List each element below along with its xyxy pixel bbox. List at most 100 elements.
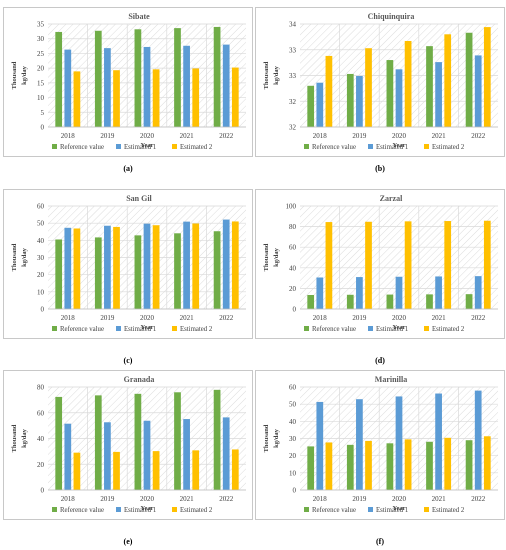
bar-reference-value-2022 <box>465 32 473 127</box>
legend-swatch-estimated-1 <box>116 326 121 331</box>
legend-label-estimated-1: Estimated 1 <box>124 326 156 333</box>
x-tick-label: 2022 <box>219 314 234 322</box>
y-tick-label: 35 <box>37 21 45 29</box>
bar-reference-value-2018 <box>307 446 315 490</box>
y-tick-label: 50 <box>37 220 45 228</box>
bar-estimated-2-2019 <box>113 451 120 490</box>
legend-swatch-estimated-2 <box>172 144 177 149</box>
bar-estimated-1-2022 <box>222 44 230 127</box>
chart-svg: Marinilla 0 10 20 30 40 50 60 Thousand kg/day 2018… <box>263 375 498 514</box>
legend-label-reference-value: Reference value <box>60 507 104 514</box>
x-tick-label: 2021 <box>432 495 447 503</box>
panel-label-f: (f) <box>376 537 384 546</box>
bar-estimated-1-2018 <box>316 401 324 490</box>
bar-estimated-2-2021 <box>444 34 452 127</box>
y-tick-label: 60 <box>289 384 297 392</box>
bar-estimated-1-2020 <box>395 276 403 309</box>
x-tick-label: 2018 <box>313 495 328 503</box>
bar-estimated-2-2022 <box>231 449 239 490</box>
x-tick-label: 2018 <box>61 132 76 140</box>
y-tick-label: 10 <box>37 94 45 102</box>
x-tick-label: 2019 <box>352 132 367 140</box>
bar-reference-value-2020 <box>134 29 142 127</box>
legend-swatch-estimated-1 <box>368 144 373 149</box>
unit-label: Thousand <box>263 61 270 89</box>
y-tick-label: 25 <box>37 50 45 58</box>
x-tick-label: 2019 <box>352 495 367 503</box>
y-tick-label: 10 <box>289 469 297 477</box>
legend-label-estimated-2: Estimated 2 <box>432 144 465 151</box>
y-axis-label: kg/day <box>21 65 28 85</box>
y-tick-label: 60 <box>37 203 45 211</box>
x-tick-label: 2021 <box>432 314 447 322</box>
bar-reference-value-2020 <box>134 235 142 309</box>
y-tick-label: 20 <box>289 452 297 460</box>
legend-swatch-estimated-2 <box>424 507 429 512</box>
bar-reference-value-2021 <box>426 294 433 309</box>
legend-label-reference-value: Reference value <box>312 507 356 514</box>
legend-label-estimated-2: Estimated 2 <box>432 326 465 333</box>
x-tick-label: 2020 <box>140 495 155 503</box>
x-tick-label: 2018 <box>61 314 76 322</box>
unit-label: Thousand <box>263 243 270 271</box>
bar-reference-value-2020 <box>134 393 142 490</box>
y-tick-label: 5 <box>41 109 45 117</box>
bar-estimated-1-2020 <box>143 223 151 309</box>
chart-title: Sibate <box>128 12 150 21</box>
y-tick-label: 32 <box>289 98 297 106</box>
bar-estimated-1-2022 <box>474 390 482 490</box>
y-tick-label: 100 <box>286 203 297 211</box>
bar-reference-value-2018 <box>55 396 63 490</box>
bar-reference-value-2021 <box>174 392 181 490</box>
y-tick-label: 0 <box>41 306 45 314</box>
legend-swatch-estimated-1 <box>116 144 121 149</box>
bar-estimated-2-2020 <box>152 225 160 309</box>
bar-reference-value-2019 <box>94 237 102 309</box>
legend-swatch-reference-value <box>52 326 57 331</box>
y-tick-label: 30 <box>289 435 297 443</box>
legend-swatch-estimated-1 <box>368 507 373 512</box>
y-tick-label: 60 <box>37 409 45 417</box>
bar-reference-value-2022 <box>213 231 221 309</box>
y-tick-label: 0 <box>293 306 297 314</box>
chart-panel-sibate: Sibate 0 5 10 15 20 25 30 35 Thousand kg/day 2018 20… <box>3 7 253 157</box>
bar-estimated-1-2019 <box>356 76 363 127</box>
chart-title: Chiquinquira <box>368 12 415 21</box>
bar-estimated-2-2020 <box>404 439 412 490</box>
bar-estimated-1-2020 <box>143 420 151 490</box>
x-tick-label: 2022 <box>471 495 486 503</box>
x-tick-label: 2022 <box>219 495 234 503</box>
legend-swatch-reference-value <box>304 326 309 331</box>
legend-swatch-estimated-1 <box>368 326 373 331</box>
bar-reference-value-2021 <box>426 46 433 127</box>
bar-estimated-2-2021 <box>444 221 452 309</box>
bar-estimated-1-2020 <box>395 396 403 490</box>
x-axis-label: Year <box>393 324 406 331</box>
y-tick-label: 0 <box>41 487 45 495</box>
bar-estimated-2-2018 <box>325 222 333 309</box>
bar-reference-value-2019 <box>346 294 354 309</box>
bar-estimated-1-2019 <box>356 399 363 490</box>
bar-estimated-1-2021 <box>435 276 442 309</box>
legend-label-estimated-1: Estimated 1 <box>124 507 156 514</box>
legend-swatch-estimated-2 <box>172 326 177 331</box>
bar-reference-value-2020 <box>386 443 394 490</box>
x-tick-label: 2018 <box>61 495 76 503</box>
bar-estimated-1-2018 <box>316 82 324 127</box>
legend-swatch-estimated-2 <box>424 326 429 331</box>
x-tick-label: 2019 <box>352 314 367 322</box>
x-tick-label: 2020 <box>392 495 407 503</box>
x-tick-label: 2018 <box>313 314 328 322</box>
chart-panel-zarzal: Zarzal 0 20 40 60 80 100 Thousand kg/day 2018 2019… <box>255 189 505 339</box>
bar-reference-value-2018 <box>55 31 63 127</box>
bar-reference-value-2020 <box>386 294 394 309</box>
bar-estimated-1-2019 <box>104 48 111 128</box>
x-tick-label: 2019 <box>100 314 115 322</box>
bar-estimated-1-2021 <box>435 393 442 490</box>
y-tick-label: 40 <box>289 418 297 426</box>
x-axis-label: Year <box>141 505 154 512</box>
y-tick-label: 34 <box>289 21 297 29</box>
bar-estimated-1-2022 <box>474 55 482 127</box>
chart-title: Granada <box>124 375 155 384</box>
x-tick-label: 2021 <box>180 314 195 322</box>
